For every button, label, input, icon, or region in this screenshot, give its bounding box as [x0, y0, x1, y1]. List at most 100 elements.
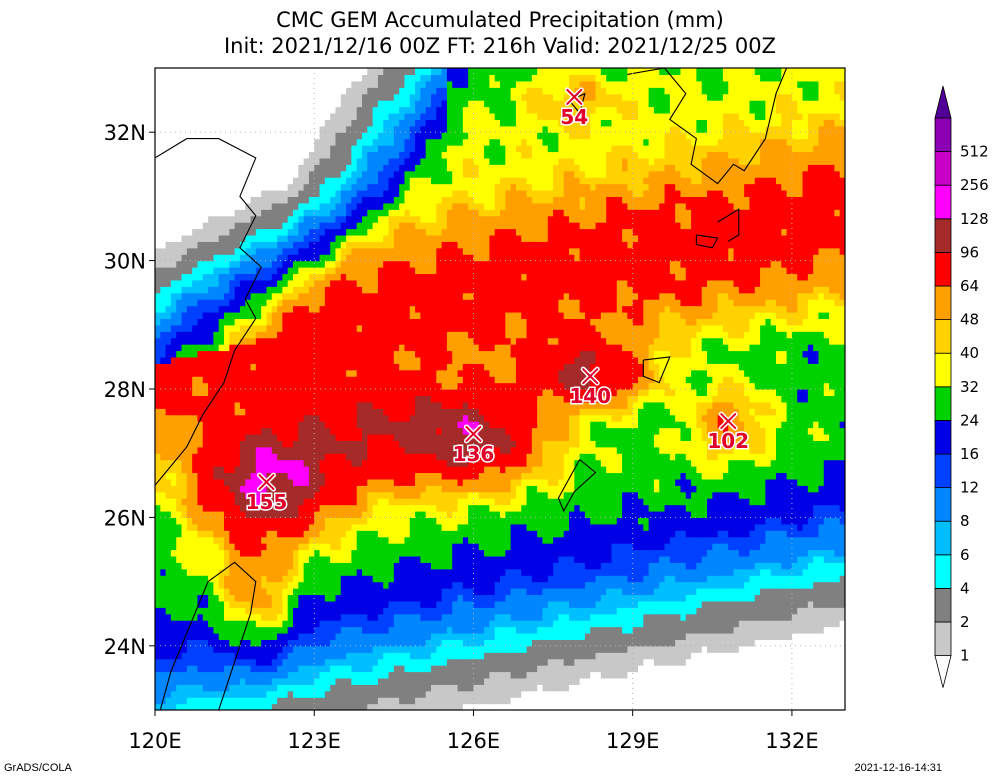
precip-cell: [786, 478, 793, 486]
precip-cell: [754, 671, 761, 679]
precip-cell: [266, 658, 273, 666]
precip-cell: [176, 459, 183, 467]
precip-cell: [213, 543, 220, 551]
precip-cell: [431, 594, 437, 602]
precip-cell: [797, 690, 804, 698]
precip-cell: [579, 607, 586, 615]
precip-cell: [388, 536, 395, 544]
precip-cell: [553, 671, 559, 679]
precip-cell: [457, 549, 464, 557]
precip-cell: [192, 600, 199, 608]
precip-cell: [186, 504, 193, 512]
precip-cell: [675, 543, 682, 551]
precip-cell: [489, 568, 496, 576]
precip-cell: [595, 690, 602, 698]
precip-cell: [436, 594, 443, 602]
precip-cell: [489, 671, 496, 679]
precip-cell: [293, 523, 299, 531]
precip-cell: [261, 594, 268, 602]
precip-cell: [579, 472, 586, 480]
precip-cell: [452, 703, 459, 710]
precip-cell: [584, 575, 591, 583]
precip-cell: [176, 607, 183, 615]
precip-cell: [627, 523, 634, 531]
precip-cell: [484, 684, 490, 692]
precip-cell: [388, 543, 395, 551]
precip-cell: [271, 626, 278, 634]
precip-cell: [595, 562, 602, 570]
precip-cell: [245, 671, 252, 679]
precip-cell: [303, 677, 310, 685]
precip-cell: [638, 523, 644, 531]
precip-cell: [744, 510, 751, 518]
precip-cell: [669, 504, 676, 512]
precip-cell: [553, 517, 559, 525]
precip-cell: [388, 498, 395, 506]
precip-cell: [229, 600, 236, 608]
precip-cell: [245, 498, 252, 506]
precip-cell: [701, 581, 708, 589]
precip-cell: [324, 639, 331, 647]
precip-cell: [653, 690, 660, 698]
precip-cell: [239, 594, 246, 602]
precip-cell: [707, 466, 713, 474]
precip-cell: [409, 684, 416, 692]
precip-cell: [712, 466, 719, 474]
precip-cell: [372, 697, 379, 705]
precip-cell: [648, 594, 655, 602]
precip-cell: [388, 684, 395, 692]
precip-cell: [324, 536, 331, 544]
precip-cell: [765, 665, 772, 673]
precip-cell: [155, 543, 161, 551]
precip-cell: [770, 600, 777, 608]
precip-cell: [547, 684, 554, 692]
precip-cell: [441, 530, 448, 538]
precip-cell: [277, 645, 283, 653]
precip-cell: [489, 690, 496, 698]
precip-cell: [340, 652, 347, 660]
precip-cell: [802, 543, 809, 551]
precip-cell: [638, 555, 644, 563]
precip-cell: [749, 555, 756, 563]
precip-cell: [287, 530, 294, 538]
precip-cell: [738, 575, 745, 583]
precip-cell: [643, 478, 650, 486]
precip-cell: [155, 517, 161, 525]
precip-cell: [521, 626, 528, 634]
precip-cell: [685, 498, 692, 506]
precip-cell: [579, 485, 586, 493]
precip-cell: [776, 510, 782, 518]
precip-cell: [797, 645, 804, 653]
precip-cell: [776, 665, 782, 673]
precip-cell: [829, 491, 835, 499]
precip-cell: [324, 607, 331, 615]
precip-cell: [526, 530, 533, 538]
precip-cell: [462, 478, 469, 486]
precip-cell: [468, 697, 475, 705]
precip-cell: [738, 568, 745, 576]
precip-cell: [261, 536, 268, 544]
precip-cell: [409, 626, 416, 634]
precip-cell: [648, 575, 655, 583]
precip-cell: [330, 613, 337, 621]
precip-cell: [245, 543, 252, 551]
precip-cell: [531, 510, 538, 518]
precip-cell: [436, 504, 443, 512]
precip-cell: [367, 665, 374, 673]
precip-cell: [823, 504, 830, 512]
precip-cell: [558, 697, 565, 705]
precip-cell: [362, 703, 368, 710]
precip-cell: [696, 665, 703, 673]
precip-cell: [314, 626, 321, 634]
precip-cell: [186, 523, 193, 531]
precip-cell: [834, 690, 841, 698]
precip-cell: [505, 639, 512, 647]
precip-cell: [202, 472, 209, 480]
precip-cell: [494, 632, 501, 640]
precip-cell: [622, 562, 628, 570]
precip-cell: [245, 677, 252, 685]
precip-cell: [834, 530, 841, 538]
precip-cell: [744, 626, 751, 634]
precip-cell: [176, 491, 183, 499]
precip-cell: [484, 645, 490, 653]
